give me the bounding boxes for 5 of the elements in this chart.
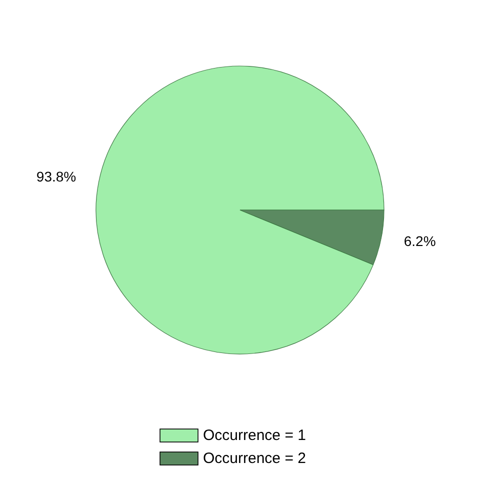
data-label: 93.8% <box>36 168 76 184</box>
legend-label: Occurrence = 1 <box>203 426 306 444</box>
pie-slice <box>96 66 384 354</box>
data-label: 6.2% <box>404 233 436 250</box>
legend-label: Occurrence = 2 <box>203 450 306 467</box>
